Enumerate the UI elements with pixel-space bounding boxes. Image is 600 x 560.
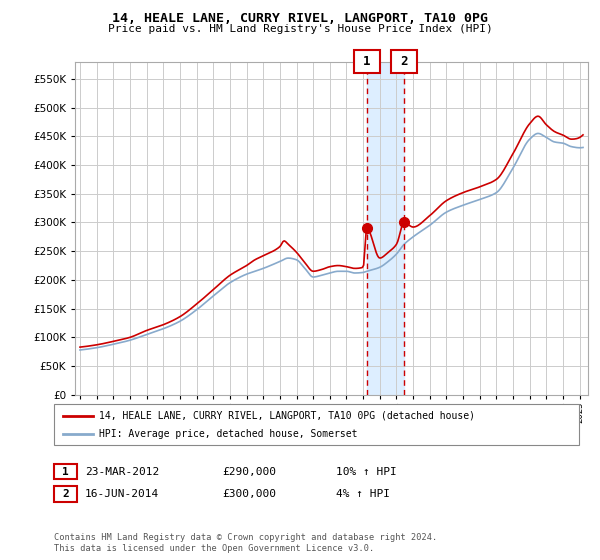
Bar [367,62,404,395]
Text: 2: 2 [62,489,69,499]
Text: £300,000: £300,000 [222,489,276,499]
FancyBboxPatch shape [354,50,380,73]
Text: 14, HEALE LANE, CURRY RIVEL, LANGPORT, TA10 0PG: 14, HEALE LANE, CURRY RIVEL, LANGPORT, T… [112,12,488,25]
Text: 1: 1 [62,466,69,477]
Text: 4% ↑ HPI: 4% ↑ HPI [336,489,390,499]
Text: 16-JUN-2014: 16-JUN-2014 [85,489,160,499]
Text: 10% ↑ HPI: 10% ↑ HPI [336,466,397,477]
Text: Price paid vs. HM Land Registry's House Price Index (HPI): Price paid vs. HM Land Registry's House … [107,24,493,34]
Text: 23-MAR-2012: 23-MAR-2012 [85,466,160,477]
Text: HPI: Average price, detached house, Somerset: HPI: Average price, detached house, Some… [99,429,358,438]
FancyBboxPatch shape [391,50,417,73]
Text: Contains HM Land Registry data © Crown copyright and database right 2024.
This d: Contains HM Land Registry data © Crown c… [54,533,437,553]
Text: £290,000: £290,000 [222,466,276,477]
Text: 14, HEALE LANE, CURRY RIVEL, LANGPORT, TA10 0PG (detached house): 14, HEALE LANE, CURRY RIVEL, LANGPORT, T… [99,411,475,421]
Text: 1: 1 [363,55,371,68]
Text: 2: 2 [400,55,408,68]
